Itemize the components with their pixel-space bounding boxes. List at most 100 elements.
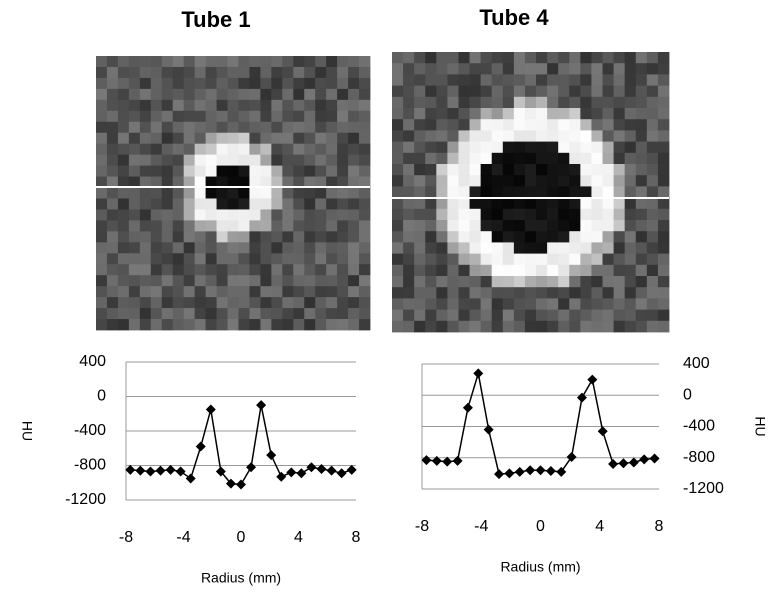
image-pixel bbox=[326, 155, 337, 166]
image-pixel bbox=[603, 242, 614, 254]
image-pixel bbox=[647, 142, 658, 154]
image-pixel bbox=[503, 63, 514, 75]
image-pixel bbox=[425, 220, 436, 232]
image-pixel bbox=[337, 319, 348, 330]
image-pixel bbox=[195, 264, 206, 275]
panel-title: Tube 4 bbox=[479, 5, 549, 30]
image-pixel bbox=[107, 220, 118, 231]
image-pixel bbox=[458, 86, 469, 98]
image-pixel bbox=[107, 319, 118, 330]
image-pixel bbox=[238, 122, 249, 133]
image-pixel bbox=[658, 254, 669, 266]
image-pixel bbox=[458, 220, 469, 232]
image-pixel bbox=[282, 144, 293, 155]
image-pixel bbox=[304, 67, 315, 78]
image-pixel bbox=[337, 144, 348, 155]
image-pixel bbox=[173, 67, 184, 78]
image-pixel bbox=[636, 287, 647, 299]
image-pixel bbox=[348, 253, 359, 264]
image-pixel bbox=[282, 253, 293, 264]
image-pixel bbox=[503, 265, 514, 277]
image-pixel bbox=[271, 144, 282, 155]
image-pixel bbox=[403, 198, 414, 210]
image-pixel bbox=[603, 209, 614, 221]
image-pixel bbox=[591, 164, 602, 176]
image-pixel bbox=[525, 265, 536, 277]
data-point bbox=[276, 472, 286, 482]
image-pixel bbox=[569, 97, 580, 109]
image-pixel bbox=[625, 164, 636, 176]
image-pixel bbox=[315, 253, 326, 264]
image-pixel bbox=[414, 321, 425, 333]
image-pixel bbox=[162, 242, 173, 253]
image-pixel bbox=[547, 86, 558, 98]
image-pixel bbox=[173, 188, 184, 199]
image-pixel bbox=[348, 220, 359, 231]
image-pixel bbox=[414, 142, 425, 154]
image-pixel bbox=[447, 209, 458, 221]
image-pixel bbox=[359, 56, 370, 67]
image-pixel bbox=[447, 108, 458, 120]
image-pixel bbox=[470, 298, 481, 310]
image-pixel bbox=[470, 220, 481, 232]
image-pixel bbox=[315, 198, 326, 209]
image-pixel bbox=[140, 275, 151, 286]
image-pixel bbox=[525, 242, 536, 254]
image-pixel bbox=[603, 220, 614, 232]
image-pixel bbox=[249, 264, 260, 275]
image-pixel bbox=[173, 231, 184, 242]
image-pixel bbox=[260, 209, 271, 220]
image-pixel bbox=[238, 166, 249, 177]
image-pixel bbox=[425, 52, 436, 64]
image-pixel bbox=[503, 220, 514, 232]
image-pixel bbox=[337, 56, 348, 67]
image-pixel bbox=[151, 319, 162, 330]
image-pixel bbox=[107, 308, 118, 319]
image-pixel bbox=[359, 100, 370, 111]
image-pixel bbox=[271, 231, 282, 242]
image-pixel bbox=[315, 209, 326, 220]
image-pixel bbox=[525, 321, 536, 333]
image-pixel bbox=[282, 133, 293, 144]
image-pixel bbox=[614, 97, 625, 109]
image-pixel bbox=[569, 242, 580, 254]
image-pixel bbox=[206, 111, 217, 122]
image-pixel bbox=[603, 63, 614, 75]
image-pixel bbox=[304, 253, 315, 264]
image-pixel bbox=[282, 111, 293, 122]
image-pixel bbox=[140, 308, 151, 319]
image-pixel bbox=[436, 276, 447, 288]
image-pixel bbox=[118, 133, 129, 144]
image-pixel bbox=[359, 220, 370, 231]
image-pixel bbox=[359, 253, 370, 264]
image-pixel bbox=[282, 286, 293, 297]
image-pixel bbox=[238, 297, 249, 308]
image-pixel bbox=[492, 287, 503, 299]
image-pixel bbox=[271, 155, 282, 166]
image-pixel bbox=[359, 111, 370, 122]
image-pixel bbox=[470, 63, 481, 75]
image-pixel bbox=[140, 89, 151, 100]
image-pixel bbox=[558, 310, 569, 322]
image-pixel bbox=[282, 155, 293, 166]
image-pixel bbox=[403, 321, 414, 333]
image-pixel bbox=[625, 242, 636, 254]
image-pixel bbox=[249, 198, 260, 209]
image-pixel bbox=[503, 97, 514, 109]
image-pixel bbox=[151, 166, 162, 177]
image-pixel bbox=[414, 265, 425, 277]
image-pixel bbox=[217, 166, 228, 177]
y-tick-label: 400 bbox=[683, 355, 710, 372]
image-pixel bbox=[647, 74, 658, 86]
image-pixel bbox=[558, 276, 569, 288]
image-pixel bbox=[658, 164, 669, 176]
image-pixel bbox=[107, 275, 118, 286]
image-pixel bbox=[107, 297, 118, 308]
image-pixel bbox=[118, 253, 129, 264]
image-pixel bbox=[217, 89, 228, 100]
image-pixel bbox=[184, 89, 195, 100]
image-pixel bbox=[636, 142, 647, 154]
image-pixel bbox=[514, 198, 525, 210]
image-pixel bbox=[304, 56, 315, 67]
image-pixel bbox=[173, 275, 184, 286]
